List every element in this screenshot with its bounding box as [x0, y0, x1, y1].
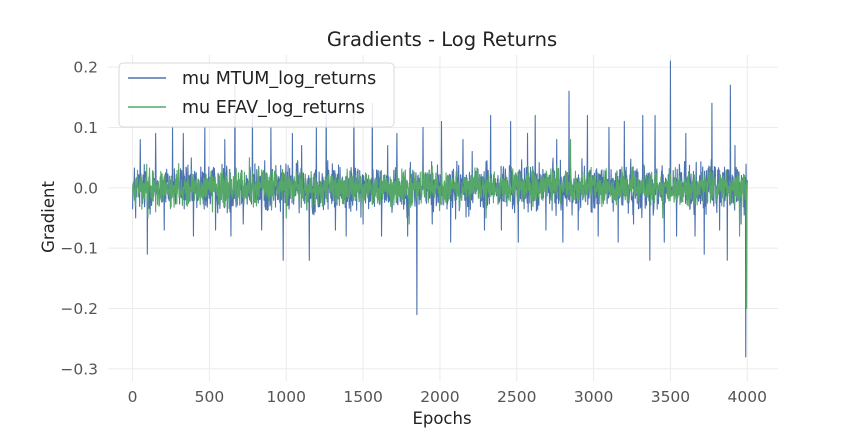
- legend-frame: [118, 62, 395, 128]
- series-line-efav: [132, 138, 748, 310]
- x-tick-label: 3500: [651, 388, 690, 406]
- y-tick-label: 0.2: [73, 59, 98, 77]
- tick-layer: 0 500 1000 1500 2000 2500 3000 3500 4000 0.2 0.1 0.…: [60, 59, 767, 406]
- legend-label-efav: mu EFAV_log_returns: [182, 98, 365, 118]
- legend-label-mtum: mu MTUM_log_returns: [182, 69, 376, 89]
- x-tick-label: 0: [128, 388, 138, 406]
- x-tick-label: 3000: [574, 388, 613, 406]
- x-tick-label: 2000: [420, 388, 459, 406]
- y-tick-label: −0.2: [60, 300, 98, 318]
- x-tick-label: 2500: [497, 388, 536, 406]
- x-tick-label: 1000: [267, 388, 306, 406]
- x-tick-label: 4000: [728, 388, 767, 406]
- y-tick-label: 0.1: [73, 119, 98, 137]
- y-tick-label: −0.1: [60, 240, 98, 258]
- y-tick-label: 0.0: [73, 179, 98, 197]
- legend: mu MTUM_log_returns mu EFAV_log_returns: [118, 62, 395, 128]
- y-axis-label: Gradient: [39, 181, 58, 253]
- x-axis-label: Epochs: [412, 409, 471, 428]
- x-tick-label: 500: [195, 388, 225, 406]
- x-tick-label: 1500: [343, 388, 382, 406]
- chart-title: Gradients - Log Returns: [327, 28, 557, 51]
- y-tick-label: −0.3: [60, 360, 98, 378]
